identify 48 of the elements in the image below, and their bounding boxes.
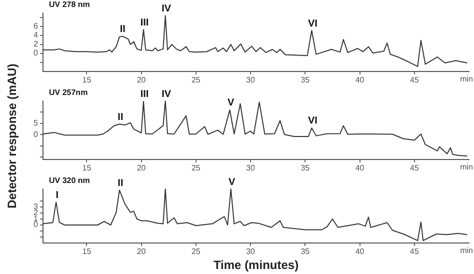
x-tick-label: 45 [410,163,420,172]
x-tick-label: 40 [355,163,365,172]
y-tick-label: 0 [34,220,39,230]
y-tick-label: 0 [34,130,39,139]
text: min [460,74,473,84]
chart-title: UV 257nm [49,88,88,98]
chart-title: UV 320 nm [49,176,90,186]
annotation: III [140,89,149,100]
annotation: VI [308,18,318,30]
x-tick-label: 20 [136,75,146,84]
y-tick-label: 6 [34,22,39,31]
annotation: II [118,178,124,189]
x-tick-label: 25 [191,247,201,256]
y-tick-label: 2 [34,40,39,49]
annotation: II [118,112,124,123]
y-tick-label: 0 [34,48,39,58]
x-tick-label: 25 [191,163,201,172]
x-tick-label: 40 [355,247,365,256]
annotation: I [56,190,59,201]
annotation: IV [162,88,172,100]
annotation: III [140,17,149,28]
x-tick-label: 30 [246,75,256,84]
x-tick-label: 20 [136,247,146,256]
annotation: V [228,176,236,188]
x-tick-label: 35 [300,75,310,84]
annotation: V [227,98,234,109]
x-tick-label: 30 [246,163,256,172]
x-tick-label: 15 [82,163,92,172]
annotation: II [120,24,126,36]
x-tick-label: 45 [410,247,420,256]
chart-title: UV 278 nm [49,0,90,10]
annotation: IV [162,3,172,14]
x-tick-label: 35 [300,247,310,256]
x-tick-label: 20 [136,163,146,172]
x-tick-label: 45 [410,75,420,84]
x-tick-label: 25 [191,75,201,84]
annotation: VI [308,116,318,127]
x-tick-label: 35 [300,163,310,172]
y-tick-label: 4 [34,30,39,40]
x-tick-label: 15 [82,247,92,256]
text: min [460,162,473,172]
x-axis-title: Time (minutes) [213,258,299,272]
text: min [460,246,473,256]
y-tick-label: 5 [34,118,39,128]
x-tick-label: 30 [246,247,256,256]
y-axis-title: Detector response (mAU) [4,62,20,210]
x-tick-label: 15 [82,75,92,84]
x-tick-label: 40 [355,75,365,84]
